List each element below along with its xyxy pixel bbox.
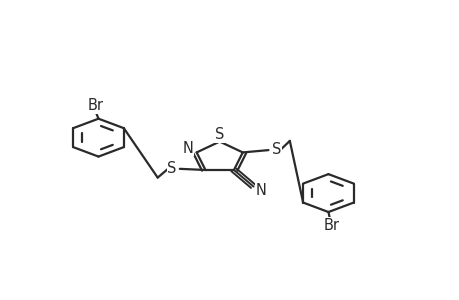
- Text: S: S: [167, 161, 176, 176]
- Text: N: N: [255, 183, 266, 198]
- Text: S: S: [214, 127, 224, 142]
- Text: N: N: [182, 141, 193, 156]
- Text: Br: Br: [88, 98, 103, 113]
- Text: Br: Br: [323, 218, 339, 233]
- Text: S: S: [272, 142, 281, 157]
